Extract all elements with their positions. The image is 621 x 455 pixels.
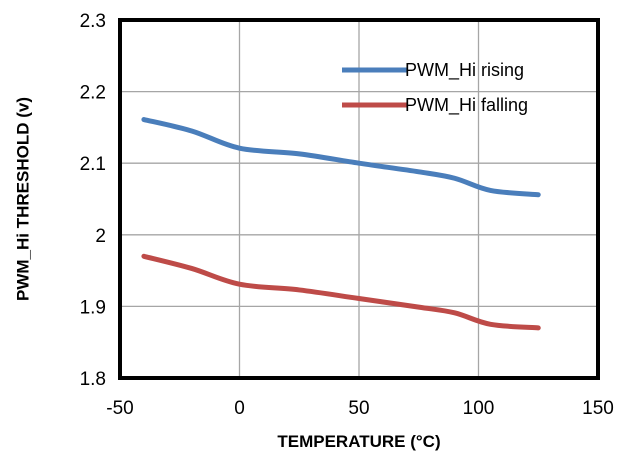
y-tick-label: 1.9 xyxy=(80,297,106,318)
x-axis-title: TEMPERATURE (°C) xyxy=(277,432,440,451)
x-tick-label: 50 xyxy=(348,398,369,419)
grid-lines xyxy=(120,20,598,378)
x-tick-label: -50 xyxy=(106,398,133,419)
series-line-rising xyxy=(141,117,541,198)
y-tick-label: 2 xyxy=(95,226,106,247)
y-axis-title: PWM_Hi THRESHOLD (v) xyxy=(13,97,32,301)
x-tick-label: 100 xyxy=(463,398,495,419)
x-tick-label: 0 xyxy=(234,398,245,419)
legend-label: PWM_Hi falling xyxy=(405,95,528,116)
series-layer xyxy=(141,117,541,331)
tick-labels: -50 0 50 100 150 1.8 1.9 2 2.1 2.2 2.3 xyxy=(80,11,614,419)
y-tick-label: 1.8 xyxy=(80,369,106,390)
y-tick-label: 2.3 xyxy=(80,11,106,32)
series-line-falling xyxy=(141,253,541,331)
legend-label: PWM_Hi rising xyxy=(405,60,524,81)
y-tick-label: 2.2 xyxy=(80,83,106,104)
legend: PWM_Hi rising PWM_Hi falling xyxy=(342,60,528,116)
x-tick-label: 150 xyxy=(582,398,614,419)
plot-area-frame xyxy=(118,18,600,380)
y-tick-label: 2.1 xyxy=(80,154,106,175)
